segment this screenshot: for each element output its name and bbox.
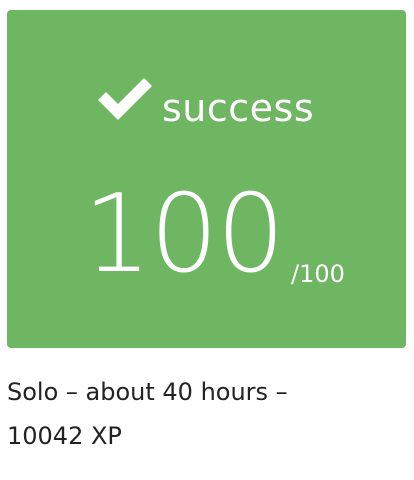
result-details: Solo – about 40 hours – 10042 XP: [7, 370, 397, 458]
score-value: 100: [83, 172, 285, 297]
details-line-1: Solo – about 40 hours –: [7, 378, 288, 406]
score-max: /100: [291, 260, 345, 288]
status-row: success: [7, 74, 406, 134]
status-label: success: [162, 86, 315, 130]
checkmark-icon: [98, 78, 152, 120]
result-card: success 100 /100: [7, 10, 406, 348]
details-line-2: 10042 XP: [7, 422, 122, 450]
